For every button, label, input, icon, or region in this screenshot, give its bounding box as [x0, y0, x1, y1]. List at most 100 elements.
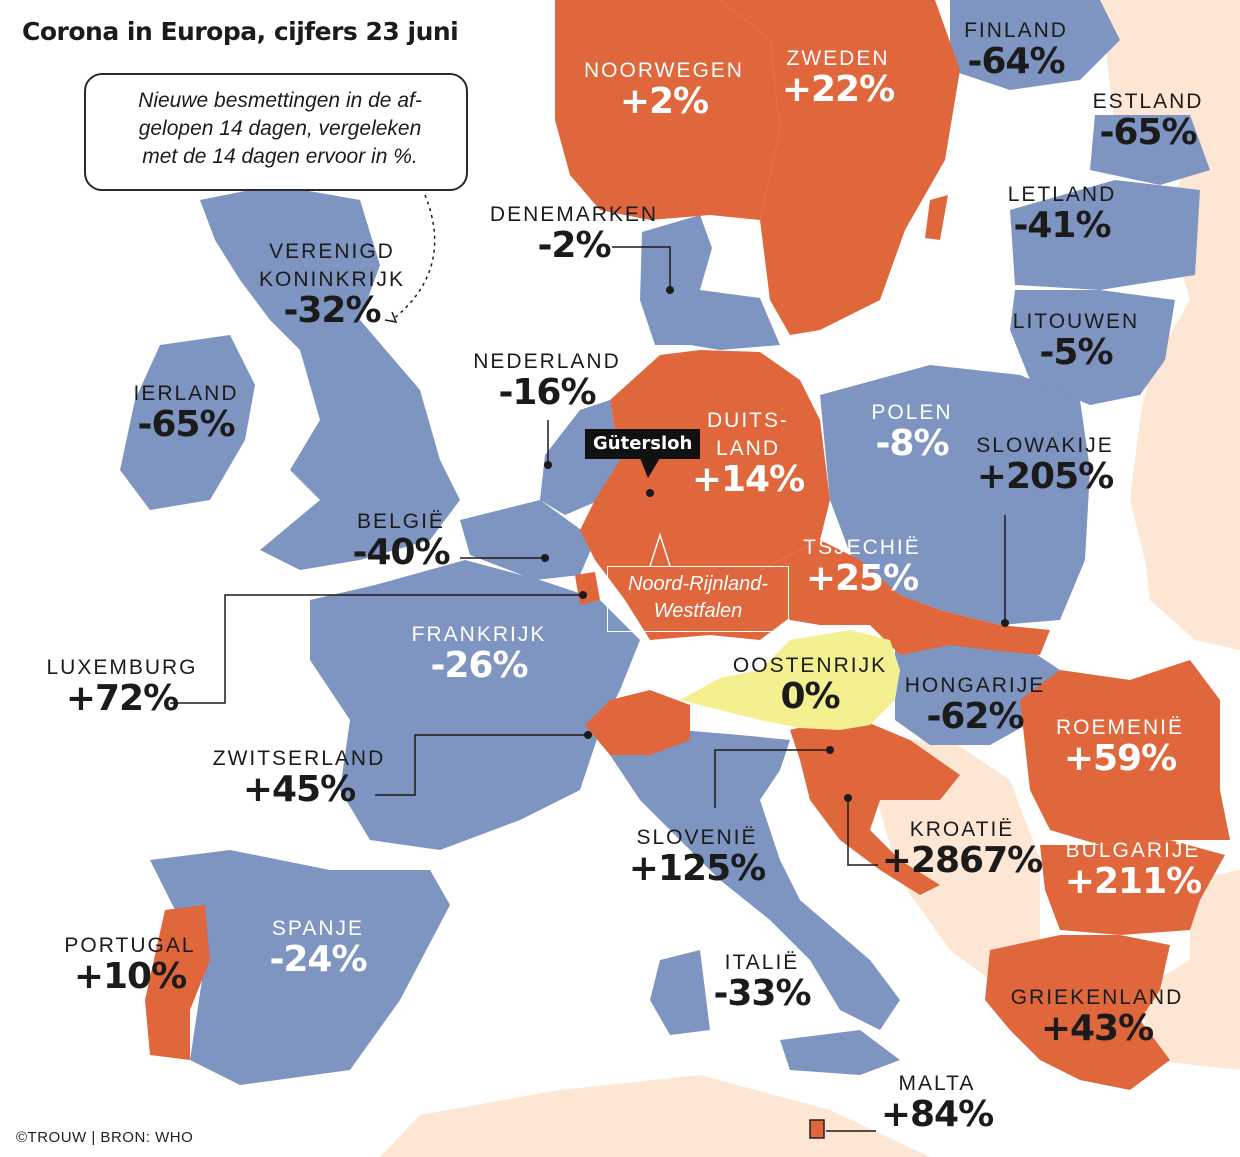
- label-italie: ITALIË -33%: [713, 951, 811, 1012]
- label-denemarken: DENEMARKEN -2%: [490, 204, 658, 264]
- country-value: -65%: [137, 404, 235, 445]
- region-tsjechie: [760, 540, 1050, 655]
- country-value: -40%: [352, 532, 450, 573]
- country-name: HONGARIJE: [904, 674, 1046, 697]
- country-value: +45%: [242, 769, 356, 810]
- region-polen: [820, 365, 1090, 625]
- country-name: IERLAND: [133, 382, 239, 405]
- label-slowakije: SLOWAKIJE +205%: [976, 434, 1114, 497]
- country-value: +125%: [628, 848, 766, 889]
- country-name: DENEMARKEN: [489, 203, 659, 226]
- gutersloh-tag: Gütersloh: [585, 429, 701, 459]
- label-finland: FINLAND -64%: [964, 20, 1068, 80]
- country-name: LUXEMBURG: [46, 656, 198, 679]
- country-name: ZWEDEN: [786, 47, 890, 70]
- country-name: GRIEKENLAND: [1010, 986, 1184, 1009]
- country-name: NEDERLAND: [473, 350, 621, 373]
- country-value: +72%: [65, 678, 179, 719]
- country-name: SPANJE: [271, 917, 365, 940]
- country-value: +2%: [619, 81, 709, 122]
- country-value: +2867%: [881, 840, 1043, 881]
- label-roemenie: ROEMENIË +59%: [1056, 717, 1184, 777]
- legend-line-2: gelopen 14 dagen, vergeleken: [138, 117, 422, 140]
- label-letland: LETLAND -41%: [1008, 184, 1117, 244]
- country-value: -24%: [269, 939, 367, 980]
- country-value: +84%: [880, 1094, 994, 1135]
- legend-box: Nieuwe besmettingen in de af- gelopen 14…: [84, 73, 468, 191]
- label-griekenland: GRIEKENLAND +43%: [1011, 987, 1184, 1047]
- country-name-line-1: VERENIGD: [269, 240, 395, 263]
- nrw-callout: Noord-Rijnland- Westfalen: [607, 566, 789, 632]
- region-bulgarije: [1040, 840, 1225, 935]
- label-vk: VERENIGD KONINKRIJK -32%: [259, 241, 405, 329]
- map-title: Corona in Europa, cijfers 23 juni: [22, 17, 459, 46]
- label-zweden: ZWEDEN +22%: [781, 47, 895, 110]
- country-name: PORTUGAL: [64, 934, 196, 957]
- label-estland: ESTLAND -65%: [1093, 91, 1204, 151]
- region-belgie: [460, 500, 595, 580]
- label-bulgarije: BULGARIJE +211%: [1064, 839, 1202, 902]
- country-value: -64%: [967, 41, 1065, 82]
- land-turkey: [1140, 870, 1240, 1070]
- label-luxemburg: LUXEMBURG +72%: [46, 657, 197, 717]
- legend-line-1: Nieuwe besmettingen in de af-: [138, 89, 422, 112]
- country-value: +25%: [805, 558, 919, 599]
- country-value: -8%: [875, 423, 949, 464]
- country-value: -5%: [1039, 332, 1113, 373]
- country-name-line-2: KONINKRIJK: [258, 268, 406, 291]
- region-hongarije: [895, 640, 1060, 745]
- country-value: +211%: [1064, 861, 1202, 902]
- region-nederland: [540, 400, 620, 515]
- country-name: SLOVENIË: [636, 826, 758, 849]
- country-name-line-2: LAND: [715, 437, 781, 460]
- region-estland: [1090, 115, 1210, 185]
- region-denemarken: [640, 215, 780, 350]
- label-slovenie: SLOVENIË +125%: [628, 826, 766, 889]
- region-vk: [200, 185, 460, 570]
- label-malta: MALTA +84%: [880, 1072, 994, 1135]
- label-hongarije: HONGARIJE -62%: [905, 675, 1046, 735]
- country-name: MALTA: [898, 1072, 976, 1095]
- label-ierland: IERLAND -65%: [133, 383, 238, 443]
- region-griekenland: [985, 935, 1170, 1090]
- country-name: BULGARIJE: [1065, 839, 1201, 862]
- country-name: TSJECHIË: [803, 536, 921, 559]
- country-value: -2%: [537, 225, 611, 266]
- label-duitsland: DUITS- LAND +14%: [692, 410, 805, 498]
- region-finland: [950, 0, 1120, 90]
- country-value: 0%: [780, 676, 840, 717]
- country-name: ITALIË: [724, 951, 800, 974]
- nrw-line-2: Westfalen: [653, 600, 743, 622]
- label-nederland: NEDERLAND -16%: [473, 351, 621, 411]
- country-name: ROEMENIË: [1055, 716, 1185, 739]
- country-value: -62%: [926, 696, 1024, 737]
- label-belgie: BELGIË -40%: [352, 510, 450, 573]
- label-zwitserland: ZWITSERLAND +45%: [213, 748, 386, 808]
- country-name: ESTLAND: [1092, 90, 1204, 113]
- country-name: FINLAND: [964, 19, 1068, 42]
- label-tsjechie: TSJECHIË +25%: [803, 537, 921, 597]
- country-name: LITOUWEN: [1012, 310, 1140, 333]
- country-name: SLOWAKIJE: [976, 434, 1114, 457]
- country-value: -65%: [1099, 112, 1197, 153]
- country-value: +10%: [73, 956, 187, 997]
- label-spanje: SPANJE -24%: [269, 917, 367, 980]
- country-name: OOSTENRIJK: [732, 654, 888, 677]
- country-name: BELGIË: [357, 510, 445, 533]
- country-value: -16%: [498, 372, 596, 413]
- country-value: +22%: [781, 69, 895, 110]
- region-portugal: [145, 905, 210, 1060]
- country-value: -26%: [430, 645, 528, 686]
- country-value: -41%: [1013, 205, 1111, 246]
- nrw-line-1: Noord-Rijnland-: [627, 573, 769, 595]
- label-kroatie: KROATIË +2867%: [881, 819, 1043, 881]
- region-frankrijk: [310, 560, 640, 850]
- label-portugal: PORTUGAL +10%: [64, 935, 195, 995]
- country-name: FRANKRIJK: [411, 623, 547, 646]
- country-value: +205%: [976, 456, 1114, 497]
- label-frankrijk: FRANKRIJK -26%: [412, 624, 547, 684]
- region-noorwegen: [555, 0, 780, 220]
- country-name: ZWITSERLAND: [212, 747, 386, 770]
